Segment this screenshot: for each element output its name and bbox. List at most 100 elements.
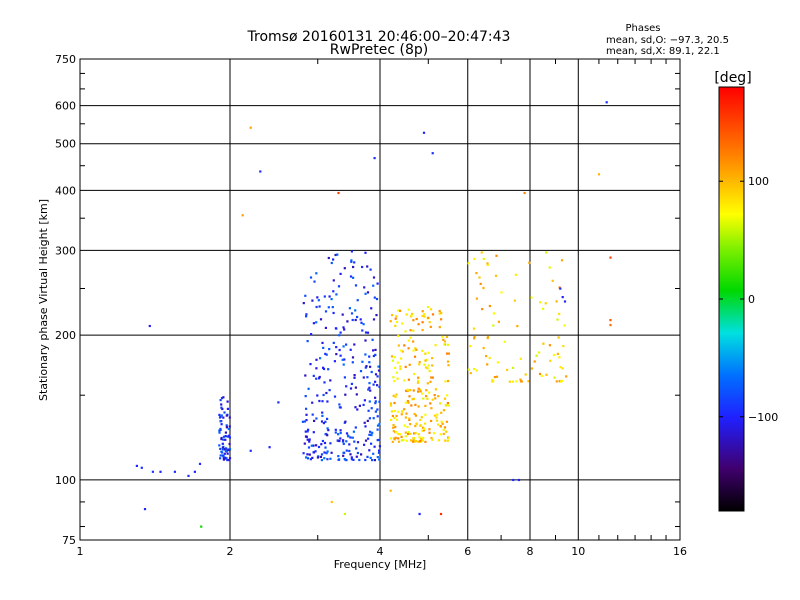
data-point	[445, 430, 448, 433]
data-point	[374, 396, 377, 399]
data-point	[427, 351, 430, 354]
x-tick-label: 2	[227, 545, 234, 558]
data-point	[307, 387, 310, 390]
data-point	[426, 397, 429, 400]
data-point	[313, 280, 316, 283]
data-point	[330, 261, 333, 265]
data-point	[559, 366, 562, 369]
data-point	[422, 427, 426, 430]
data-point	[349, 275, 353, 278]
data-point	[399, 365, 402, 368]
data-point	[389, 489, 392, 492]
data-point	[397, 410, 400, 413]
data-point	[369, 456, 372, 459]
data-point	[303, 442, 306, 445]
data-point	[473, 257, 476, 260]
data-point	[447, 437, 450, 440]
data-point	[324, 326, 327, 329]
data-point	[317, 445, 321, 449]
data-point	[363, 443, 366, 446]
data-point	[372, 284, 375, 287]
data-point	[493, 376, 496, 379]
data-point	[414, 414, 417, 417]
data-point	[326, 400, 329, 403]
data-point	[376, 375, 379, 378]
data-point	[220, 414, 223, 417]
data-point	[353, 343, 356, 346]
data-point	[221, 442, 224, 445]
data-point	[445, 420, 448, 423]
data-point	[220, 397, 224, 400]
data-point	[486, 262, 489, 265]
data-point	[417, 405, 420, 408]
data-point	[352, 276, 355, 279]
data-point	[407, 432, 410, 436]
data-point	[440, 311, 443, 315]
data-point	[544, 302, 547, 305]
data-point	[424, 404, 427, 407]
data-point	[334, 253, 337, 257]
data-point	[376, 424, 380, 427]
data-point	[401, 322, 404, 325]
data-point	[322, 422, 325, 425]
data-point	[422, 131, 426, 134]
data-point	[535, 354, 538, 357]
data-point	[223, 448, 226, 451]
data-point	[312, 322, 315, 325]
data-point	[218, 431, 221, 434]
data-point	[219, 454, 222, 457]
data-point	[442, 338, 445, 341]
data-point	[437, 439, 441, 442]
data-points	[135, 101, 612, 528]
data-point	[404, 431, 407, 434]
data-point	[359, 370, 363, 373]
data-point	[447, 352, 450, 355]
data-point	[430, 407, 433, 410]
data-point	[312, 431, 315, 434]
data-point	[198, 462, 202, 465]
y-tick-label: 600	[55, 100, 76, 113]
data-point	[488, 304, 491, 308]
data-point	[389, 404, 393, 407]
data-point	[361, 329, 364, 332]
data-point	[421, 349, 424, 352]
data-point	[404, 330, 407, 333]
data-point	[311, 401, 314, 404]
data-point	[486, 363, 489, 366]
data-point	[352, 265, 355, 269]
data-point	[495, 375, 499, 378]
data-point	[366, 331, 370, 334]
data-point	[363, 286, 366, 289]
data-point	[318, 377, 321, 380]
data-point	[393, 437, 396, 440]
data-point	[377, 365, 380, 368]
data-point	[320, 459, 323, 462]
x-tick-label: 1	[77, 545, 84, 558]
data-point	[439, 402, 442, 405]
data-point	[434, 397, 437, 400]
data-point	[545, 373, 548, 376]
x-axis-label: Frequency [MHz]	[334, 558, 426, 571]
data-point	[395, 431, 398, 434]
data-point	[391, 440, 394, 443]
data-point	[322, 346, 325, 349]
data-point	[366, 291, 370, 294]
data-point	[349, 453, 352, 456]
data-point	[367, 437, 370, 440]
data-point	[486, 337, 489, 340]
data-point	[430, 376, 433, 379]
data-point	[364, 366, 367, 369]
data-point	[430, 436, 433, 440]
data-point	[404, 365, 407, 368]
data-point	[403, 344, 406, 347]
data-point	[389, 437, 393, 440]
data-point	[396, 361, 399, 364]
data-point	[524, 373, 527, 376]
data-point	[440, 411, 443, 414]
colorbar-tick-label: 0	[748, 293, 755, 306]
data-point	[391, 314, 394, 317]
data-point	[315, 377, 318, 380]
data-point	[350, 250, 353, 253]
data-point	[355, 455, 358, 458]
data-point	[309, 363, 312, 366]
